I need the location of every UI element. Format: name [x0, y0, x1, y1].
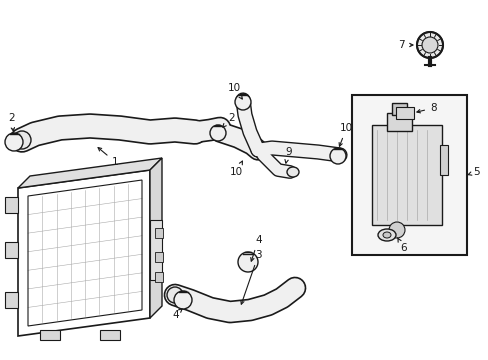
- Circle shape: [329, 148, 346, 164]
- Bar: [391, 103, 406, 115]
- Bar: [155, 228, 163, 238]
- Text: 3: 3: [240, 250, 261, 304]
- Polygon shape: [18, 158, 162, 188]
- Text: 2: 2: [222, 113, 234, 127]
- Text: 8: 8: [416, 103, 436, 113]
- Polygon shape: [150, 158, 162, 318]
- Bar: [5, 242, 18, 258]
- Text: 2: 2: [8, 113, 15, 131]
- Bar: [439, 145, 447, 175]
- Bar: [150, 220, 162, 280]
- Bar: [155, 252, 163, 262]
- Text: 10: 10: [338, 123, 352, 146]
- Bar: [40, 330, 60, 340]
- Bar: [5, 292, 18, 308]
- Circle shape: [421, 37, 437, 53]
- Bar: [100, 330, 120, 340]
- Bar: [5, 197, 18, 213]
- Circle shape: [388, 222, 404, 238]
- Bar: [155, 272, 163, 282]
- Circle shape: [238, 252, 258, 272]
- Bar: [371, 125, 441, 225]
- Bar: [395, 107, 413, 119]
- Circle shape: [167, 287, 183, 303]
- Circle shape: [5, 133, 23, 151]
- Text: 9: 9: [285, 147, 291, 163]
- Bar: [386, 113, 411, 131]
- Bar: [351, 95, 466, 255]
- Ellipse shape: [286, 167, 298, 177]
- Circle shape: [13, 131, 31, 149]
- Circle shape: [174, 291, 192, 309]
- Circle shape: [235, 94, 250, 110]
- Ellipse shape: [377, 229, 395, 241]
- Polygon shape: [18, 170, 150, 336]
- Text: 7: 7: [398, 40, 412, 50]
- Circle shape: [416, 32, 442, 58]
- Text: 10: 10: [229, 161, 243, 177]
- Text: 4: 4: [250, 235, 261, 261]
- Text: 6: 6: [397, 238, 406, 253]
- Ellipse shape: [382, 232, 390, 238]
- Text: 10: 10: [227, 83, 242, 99]
- Text: 1: 1: [98, 148, 119, 167]
- Text: 4: 4: [172, 309, 182, 320]
- Text: 5: 5: [467, 167, 479, 177]
- Circle shape: [209, 125, 225, 141]
